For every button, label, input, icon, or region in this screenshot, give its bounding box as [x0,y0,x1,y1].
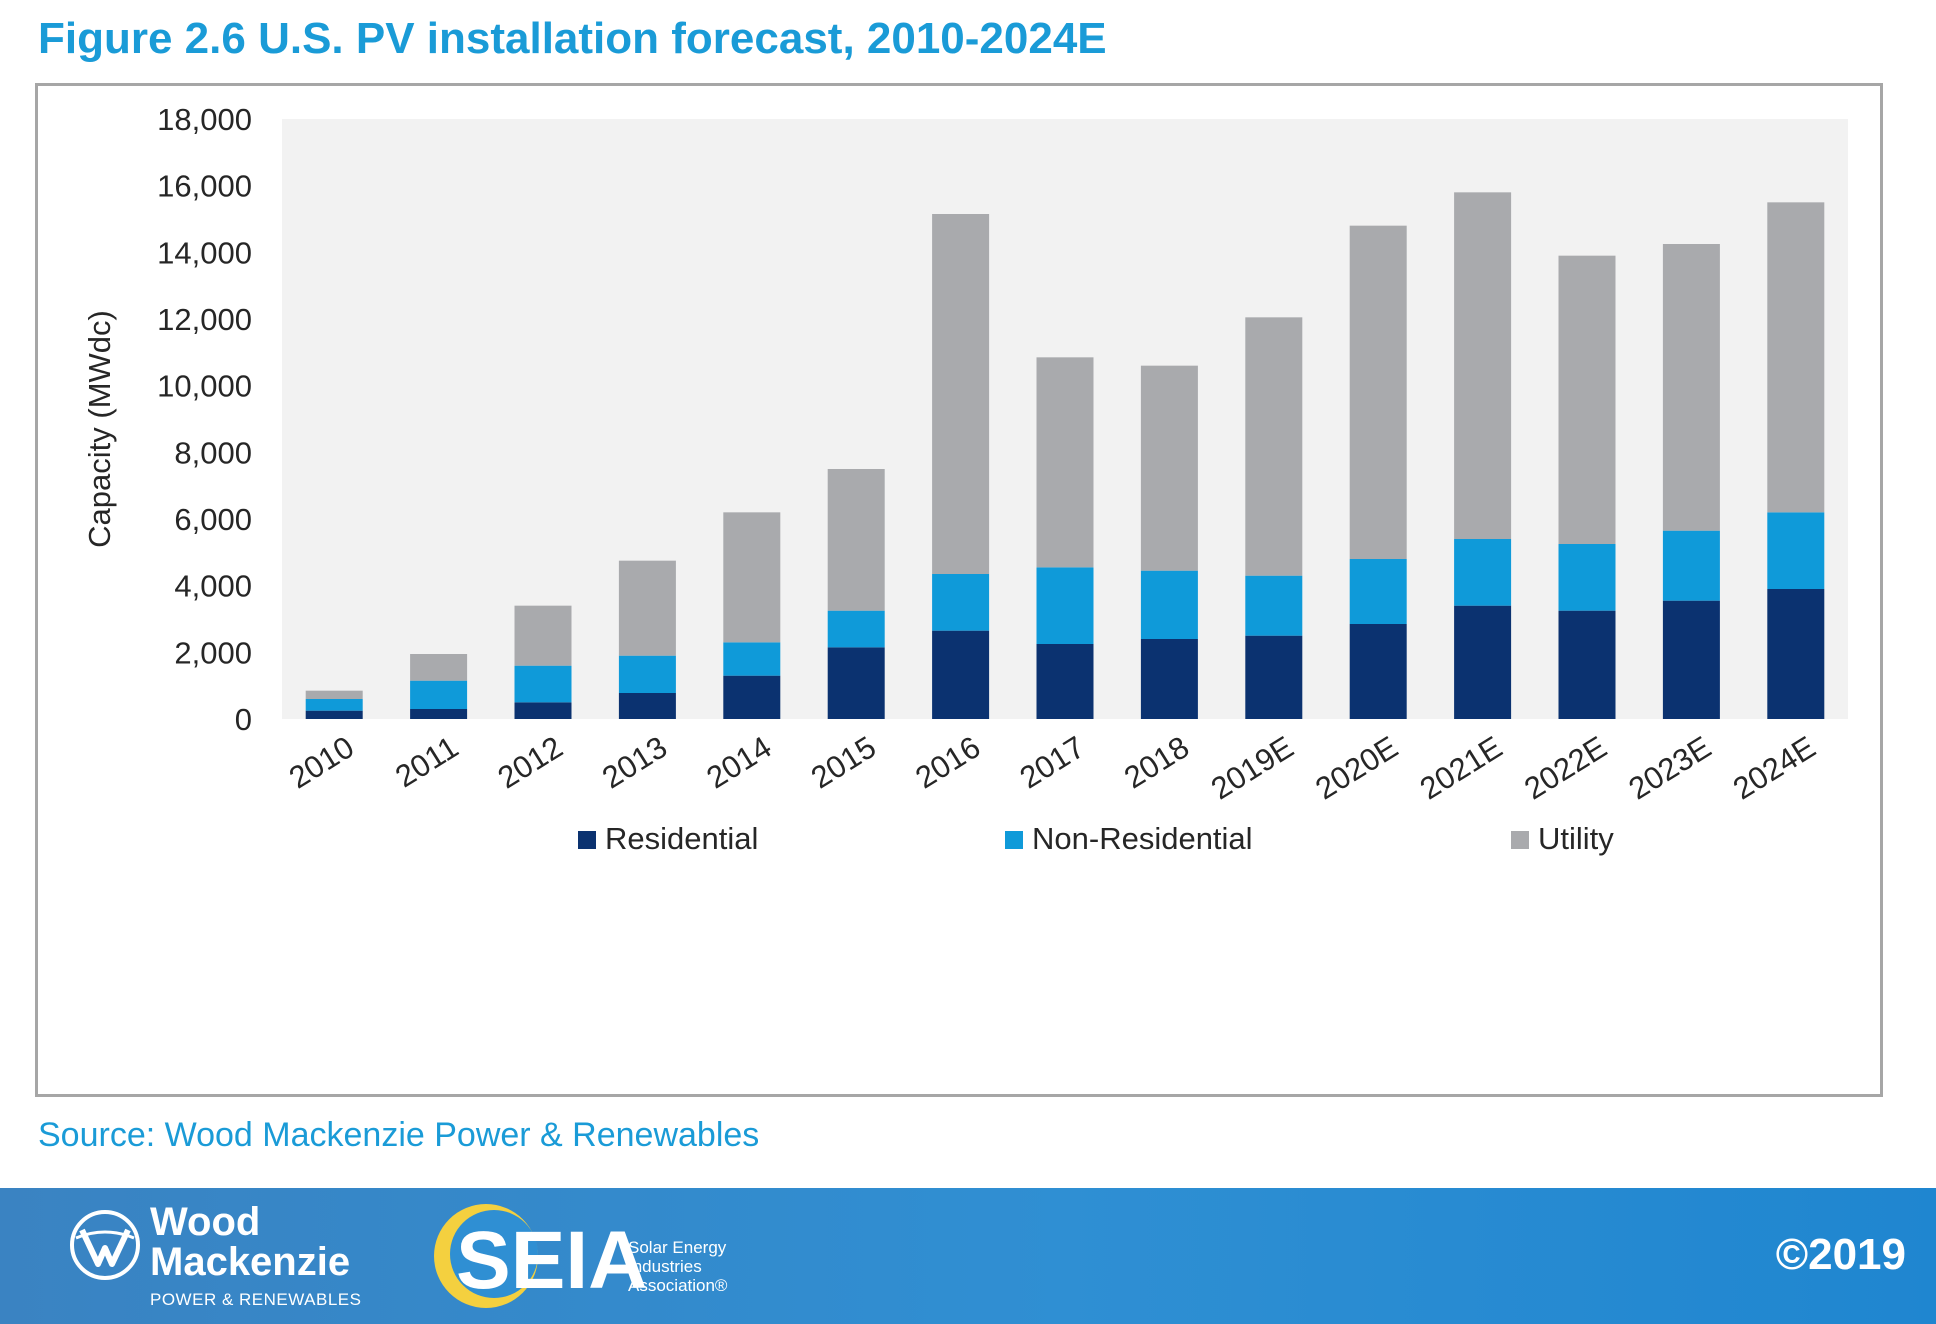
wm-line2: Mackenzie [150,1240,351,1284]
bar-non-residential-2019e [1245,575,1303,636]
x-tick-label: 2020E [1309,729,1404,806]
bars [305,192,1825,719]
bar-non-residential-2010 [305,699,363,711]
bar-utility-2013 [618,560,676,656]
x-tick-label: 2011 [389,729,464,794]
wm-line1: Wood [150,1200,261,1244]
bar-residential-2024e [1767,589,1825,719]
bar-residential-2020e [1349,624,1407,719]
stacked-bar-chart: 0 2,000 4,000 6,000 8,000 10,000 12,000 14,000 1… [82,102,1848,856]
wood-mackenzie-icon [70,1210,140,1280]
bar-utility-2014 [723,512,781,643]
bar-utility-2019e [1245,317,1303,576]
x-tick-label: 2014 [700,729,777,795]
legend-label: Utility [1538,821,1614,856]
chart-frame: 0 2,000 4,000 6,000 8,000 10,000 12,000 14,000 1… [35,83,1883,1097]
bar-utility-2011 [410,654,468,681]
bar-non-residential-2017 [1036,567,1094,644]
x-tick-label: 2017 [1014,729,1091,795]
bar-residential-2019e [1245,635,1303,719]
legend-swatch [1005,831,1023,849]
y-tick-label: 16,000 [157,169,252,204]
y-tick-label: 4,000 [174,569,252,604]
y-tick-label: 18,000 [157,102,252,137]
bar-residential-2013 [618,693,676,719]
y-tick-label: 8,000 [174,435,252,470]
figure-title: Figure 2.6 U.S. PV installation forecast… [38,14,1107,63]
y-tick-label: 12,000 [157,302,252,337]
bar-utility-2017 [1036,357,1094,568]
bar-non-residential-2012 [514,665,572,703]
bar-residential-2015 [827,647,885,719]
x-tick-label: 2018 [1118,729,1195,795]
y-tick-label: 6,000 [174,502,252,537]
bar-residential-2022e [1558,610,1616,719]
y-tick-label: 10,000 [157,369,252,404]
bar-residential-2010 [305,710,363,719]
y-tick-label: 14,000 [157,235,252,270]
bar-utility-2016 [932,214,990,574]
bar-residential-2018 [1140,639,1198,719]
y-tick-label: 2,000 [174,635,252,670]
x-tick-label: 2016 [909,729,986,795]
bar-utility-2018 [1140,365,1198,571]
x-tick-label: 2013 [596,729,673,795]
y-tick-label: 0 [235,702,252,737]
x-tick-label: 2015 [805,729,882,795]
bar-utility-2021e [1454,192,1512,539]
bar-non-residential-2015 [827,610,885,648]
y-axis-label: Capacity (MWdc) [82,310,117,548]
footer-bar: Wood Mackenzie POWER & RENEWABLES SEIA S… [0,1188,1936,1324]
bar-non-residential-2021e [1454,539,1512,606]
bar-utility-2012 [514,605,572,666]
legend: Residential Non-Residential Utility [578,821,1614,856]
seia-name: Solar Energy Industries Association® [628,1238,727,1295]
bar-residential-2023e [1662,600,1720,719]
bar-non-residential-2022e [1558,544,1616,611]
bar-residential-2011 [410,709,468,719]
bar-residential-2014 [723,675,781,719]
copyright: ©2019 [1775,1230,1906,1279]
bar-non-residential-2020e [1349,559,1407,624]
x-tick-label: 2023E [1623,729,1718,806]
bar-utility-2022e [1558,255,1616,544]
legend-swatch [1511,831,1529,849]
seia-logo: SEIA [434,1204,647,1308]
legend-label: Residential [605,821,758,856]
x-tick-label: 2021E [1414,729,1509,806]
bar-non-residential-2018 [1140,570,1198,639]
bar-residential-2017 [1036,644,1094,719]
bar-non-residential-2014 [723,642,781,676]
seia-line3: Association® [628,1276,728,1295]
bar-utility-2023e [1662,244,1720,531]
x-tick-label: 2022E [1518,729,1613,806]
bar-utility-2015 [827,469,885,611]
y-axis: 0 2,000 4,000 6,000 8,000 10,000 12,000 14,000 1… [157,102,252,737]
bar-residential-2016 [932,630,990,719]
x-axis: 2010 2011 2012 2013 2014 2015 2016 2017 2018 2019… [283,729,1822,806]
bar-non-residential-2011 [410,680,468,709]
x-tick-label: 2012 [492,729,569,795]
bar-utility-2024e [1767,202,1825,513]
bar-utility-2010 [305,690,363,699]
seia-wordmark: SEIA [456,1215,647,1306]
legend-label: Non-Residential [1032,821,1253,856]
x-tick-label: 2019E [1205,729,1300,806]
source-note: Source: Wood Mackenzie Power & Renewable… [38,1116,760,1154]
x-tick-label: 2010 [283,729,360,795]
seia-line1: Solar Energy [628,1238,727,1257]
bar-non-residential-2013 [618,655,676,693]
bar-non-residential-2016 [932,574,990,631]
bar-non-residential-2023e [1662,530,1720,601]
x-tick-label: 2024E [1727,729,1822,806]
bar-residential-2012 [514,702,572,719]
bar-residential-2021e [1454,605,1512,719]
legend-swatch [578,831,596,849]
wm-line3: POWER & RENEWABLES [150,1290,362,1309]
bar-non-residential-2024e [1767,512,1825,589]
seia-line2: Industries [628,1257,702,1276]
bar-utility-2020e [1349,225,1407,559]
